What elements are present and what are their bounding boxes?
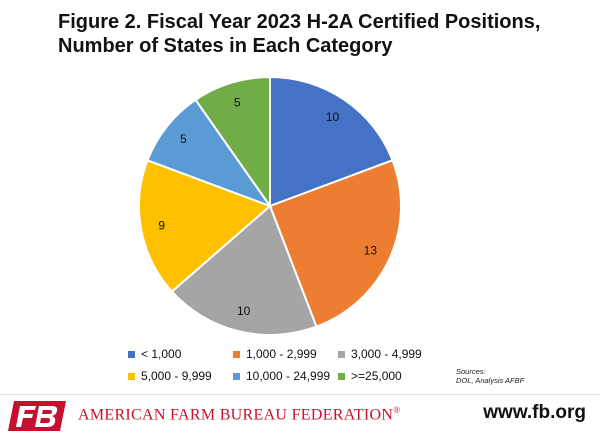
legend-swatch xyxy=(338,372,345,380)
pie-data-label: 10 xyxy=(237,304,251,318)
pie-slice xyxy=(138,158,272,293)
pie-data-label: 13 xyxy=(364,243,378,257)
footer-divider xyxy=(0,394,600,395)
pie-data-label: 9 xyxy=(158,219,165,233)
legend-label: >=25,000 xyxy=(351,369,402,383)
sources-note: Sources: DOL, Analysis AFBF xyxy=(456,367,524,385)
chart-title-line-1: Figure 2. Fiscal Year 2023 H-2A Certifie… xyxy=(58,11,541,33)
website-url: www.fb.org xyxy=(483,402,586,423)
legend-item-1000-2999: 1,000 - 2,999 xyxy=(233,347,338,361)
legend-swatch xyxy=(338,350,345,358)
legend-row-1: < 1,000 1,000 - 2,999 3,000 - 4,999 xyxy=(128,343,448,365)
pie-data-label: 5 xyxy=(234,96,241,110)
pie-slice xyxy=(146,98,273,209)
chart-title: Figure 2. Fiscal Year 2023 H-2A Certifie… xyxy=(58,10,578,58)
organization-name: American Farm Bureau Federation® xyxy=(78,405,400,424)
pie-slice xyxy=(194,75,271,210)
pie-data-label: 5 xyxy=(180,132,187,146)
pie-slice xyxy=(170,204,318,336)
sources-text: DOL, Analysis AFBF xyxy=(456,376,525,385)
legend-swatch xyxy=(233,372,240,380)
legend-label: 5,000 - 9,999 xyxy=(141,369,212,383)
registered-mark: ® xyxy=(393,405,401,415)
legend-item-under-1000: < 1,000 xyxy=(128,347,233,361)
legend-item-5000-9999: 5,000 - 9,999 xyxy=(128,369,233,383)
sources-heading: Sources: xyxy=(456,367,486,376)
pie-slice xyxy=(268,158,402,328)
legend-swatch xyxy=(233,350,240,358)
legend-label: 1,000 - 2,999 xyxy=(246,347,317,361)
pie-chart: 10 13 10 9 5 5 xyxy=(138,75,402,336)
legend-item-10000-24999: 10,000 - 24,999 xyxy=(233,369,338,383)
fb-logo-icon xyxy=(8,401,66,431)
chart-title-line-2: Number of States in Each Category xyxy=(58,35,393,57)
legend-swatch xyxy=(128,350,135,358)
legend-item-3000-4999: 3,000 - 4,999 xyxy=(338,347,443,361)
legend-label: 3,000 - 4,999 xyxy=(351,347,422,361)
legend-row-2: 5,000 - 9,999 10,000 - 24,999 >=25,000 xyxy=(128,365,448,387)
pie-data-label: 10 xyxy=(326,110,340,124)
legend-swatch xyxy=(128,372,135,380)
legend-item-25000-plus: >=25,000 xyxy=(338,369,443,383)
organization-name-text: American Farm Bureau Federation xyxy=(78,406,394,424)
legend-label: 10,000 - 24,999 xyxy=(246,369,331,383)
legend-label: < 1,000 xyxy=(141,347,182,361)
chart-legend: < 1,000 1,000 - 2,999 3,000 - 4,999 5,00… xyxy=(128,343,448,387)
pie-slice xyxy=(269,75,394,208)
